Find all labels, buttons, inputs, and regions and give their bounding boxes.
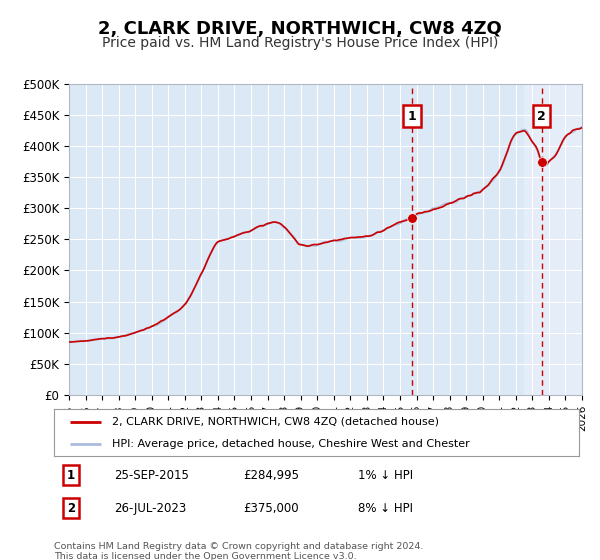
Text: 1: 1 — [407, 110, 416, 123]
Text: 1% ↓ HPI: 1% ↓ HPI — [359, 469, 413, 482]
Text: 2, CLARK DRIVE, NORTHWICH, CW8 4ZQ (detached house): 2, CLARK DRIVE, NORTHWICH, CW8 4ZQ (deta… — [112, 417, 439, 427]
Text: 2: 2 — [67, 502, 75, 515]
Text: £284,995: £284,995 — [243, 469, 299, 482]
Text: 8% ↓ HPI: 8% ↓ HPI — [359, 502, 413, 515]
Text: 2, CLARK DRIVE, NORTHWICH, CW8 4ZQ: 2, CLARK DRIVE, NORTHWICH, CW8 4ZQ — [98, 20, 502, 38]
Text: HPI: Average price, detached house, Cheshire West and Chester: HPI: Average price, detached house, Ches… — [112, 438, 470, 449]
Text: 25-SEP-2015: 25-SEP-2015 — [115, 469, 189, 482]
Text: 1: 1 — [67, 469, 75, 482]
Text: Contains HM Land Registry data © Crown copyright and database right 2024.
This d: Contains HM Land Registry data © Crown c… — [54, 542, 424, 560]
Text: £375,000: £375,000 — [243, 502, 299, 515]
Bar — [524, 84, 582, 395]
Text: 26-JUL-2023: 26-JUL-2023 — [115, 502, 187, 515]
Text: Price paid vs. HM Land Registry's House Price Index (HPI): Price paid vs. HM Land Registry's House … — [102, 36, 498, 50]
Text: 2: 2 — [537, 110, 546, 123]
